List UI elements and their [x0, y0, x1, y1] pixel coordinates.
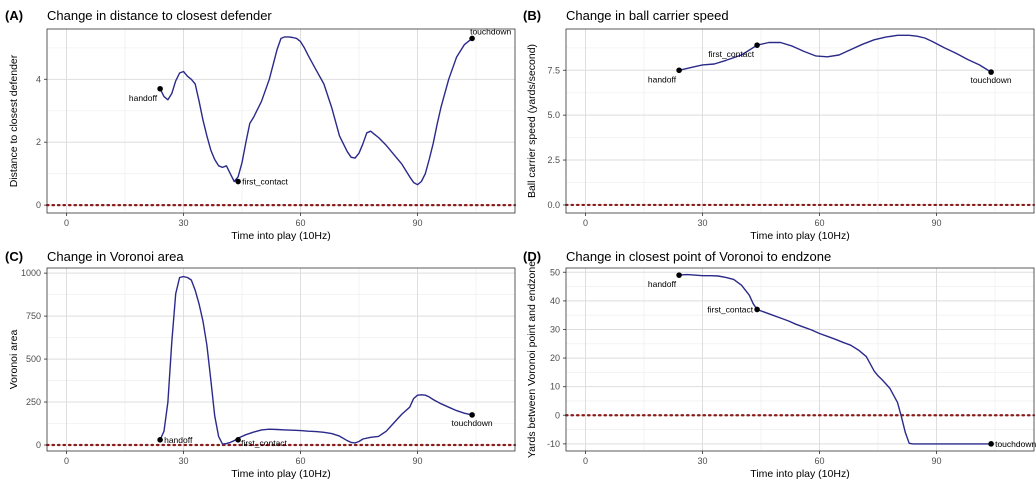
- x-tick-label: 90: [412, 218, 422, 228]
- annotation-label: handoff: [164, 435, 193, 445]
- chart-title: Change in Voronoi area: [47, 249, 184, 264]
- panel-tag: (B): [523, 8, 541, 23]
- series-line: [159, 275, 473, 445]
- panel-tag: (A): [5, 8, 23, 23]
- y-tick-label: 500: [26, 354, 41, 364]
- chart-title: Change in ball carrier speed: [566, 8, 729, 23]
- panel-tag: (D): [523, 249, 541, 264]
- annotation-label: touchdown: [971, 75, 1012, 85]
- x-tick-label: 0: [583, 456, 588, 466]
- y-axis-title: Yards between Voronoi point and endzone: [526, 261, 538, 458]
- x-axis-title: Time into play (10Hz): [750, 230, 849, 242]
- x-tick-label: 60: [295, 218, 305, 228]
- annotation-point: [988, 441, 994, 447]
- y-tick-label: 7.5: [547, 65, 560, 75]
- plot-border: [46, 28, 516, 214]
- chart-panel-c: (C) Change in Voronoi area 0 30 60 90 0 250 500 7…: [0, 241, 518, 483]
- y-tick-label: 0: [36, 200, 41, 210]
- y-tick-label: 2.5: [547, 155, 560, 165]
- x-tick-label: 60: [295, 456, 305, 466]
- y-tick-label: 40: [550, 296, 560, 306]
- x-axis-title: Time into play (10Hz): [231, 230, 330, 242]
- chart-panel-a: (A) Change in distance to closest defende…: [0, 0, 518, 242]
- x-tick-label: 90: [412, 456, 422, 466]
- annotation-point: [676, 272, 682, 278]
- annotation-label: first_contact: [708, 49, 754, 59]
- annotation-point: [157, 437, 163, 443]
- chart-svg-b: (B) Change in ball carrier speed 0 30 60 90 0.…: [523, 8, 1036, 242]
- x-tick-label: 30: [697, 456, 707, 466]
- x-tick-label: 90: [931, 456, 941, 466]
- y-tick-label: 0: [555, 410, 560, 420]
- series-line: [159, 36, 473, 186]
- y-tick-label: 30: [550, 324, 560, 334]
- annotation-point: [754, 42, 760, 48]
- x-tick-label: 0: [64, 456, 69, 466]
- annotation-label: touchdown: [995, 439, 1036, 449]
- annotation-point: [235, 437, 241, 443]
- plot-border: [46, 267, 516, 452]
- y-axis-title: Distance to closest defender: [8, 54, 20, 187]
- x-axis-title: Time into play (10Hz): [750, 468, 849, 480]
- annotation-point: [235, 178, 241, 185]
- plot-border: [565, 28, 1035, 214]
- plot-border: [565, 267, 1035, 452]
- annotation-point: [988, 69, 994, 75]
- plot-background: [566, 29, 1034, 213]
- y-tick-label: 750: [26, 311, 41, 321]
- x-tick-label: 30: [178, 218, 188, 228]
- y-tick-label: 5.0: [547, 110, 560, 120]
- x-tick-label: 60: [814, 456, 824, 466]
- annotation-label: handoff: [648, 279, 677, 289]
- y-tick-label: 0: [36, 440, 41, 450]
- annotation-label: touchdown: [452, 418, 493, 428]
- y-tick-label: 50: [550, 267, 560, 277]
- annotation-label: first_contact: [241, 438, 287, 448]
- y-tick-label: 1000: [21, 268, 41, 278]
- x-tick-label: 30: [697, 218, 707, 228]
- annotation-label: first_contact: [242, 177, 288, 187]
- chart-panel-d: (D) Change in closest point of Voronoi to…: [518, 241, 1036, 483]
- y-tick-label: 0.0: [547, 200, 560, 210]
- chart-svg-a: (A) Change in distance to closest defende…: [5, 8, 517, 242]
- chart-title: Change in distance to closest defender: [47, 8, 272, 23]
- annotation-label: touchdown: [470, 26, 511, 36]
- y-axis-title: Ball carrier speed (yards/second): [526, 44, 538, 198]
- annotation-point: [754, 306, 760, 313]
- x-tick-label: 30: [178, 456, 188, 466]
- x-axis-title: Time into play (10Hz): [231, 468, 330, 480]
- annotation-point: [469, 412, 475, 418]
- annotation-label: handoff: [129, 93, 158, 103]
- y-tick-label: 4: [36, 74, 41, 84]
- x-tick-label: 0: [64, 218, 69, 228]
- y-tick-label: 2: [36, 137, 41, 147]
- x-tick-label: 0: [583, 218, 588, 228]
- panel-tag: (C): [5, 249, 23, 264]
- plot-background: [566, 268, 1034, 451]
- y-tick-label: 20: [550, 353, 560, 363]
- chart-title: Change in closest point of Voronoi to en…: [566, 249, 831, 264]
- y-axis-title: Voronoi area: [8, 330, 20, 390]
- annotation-point: [676, 67, 682, 74]
- x-tick-label: 90: [931, 218, 941, 228]
- chart-panel-b: (B) Change in ball carrier speed 0 30 60 90 0.…: [518, 0, 1036, 242]
- annotation-point: [469, 35, 475, 42]
- x-tick-label: 60: [814, 218, 824, 228]
- series-line: [679, 273, 992, 445]
- y-tick-label: 10: [550, 382, 560, 392]
- chart-svg-d: (D) Change in closest point of Voronoi to…: [523, 249, 1036, 480]
- annotation-label: first_contact: [707, 304, 753, 314]
- annotation-point: [157, 85, 163, 92]
- annotation-label: handoff: [648, 74, 677, 84]
- y-tick-label: 250: [26, 397, 41, 407]
- y-tick-label: -10: [547, 439, 560, 449]
- series-line: [678, 34, 992, 73]
- chart-svg-c: (C) Change in Voronoi area 0 30 60 90 0 250 500 7…: [5, 249, 517, 480]
